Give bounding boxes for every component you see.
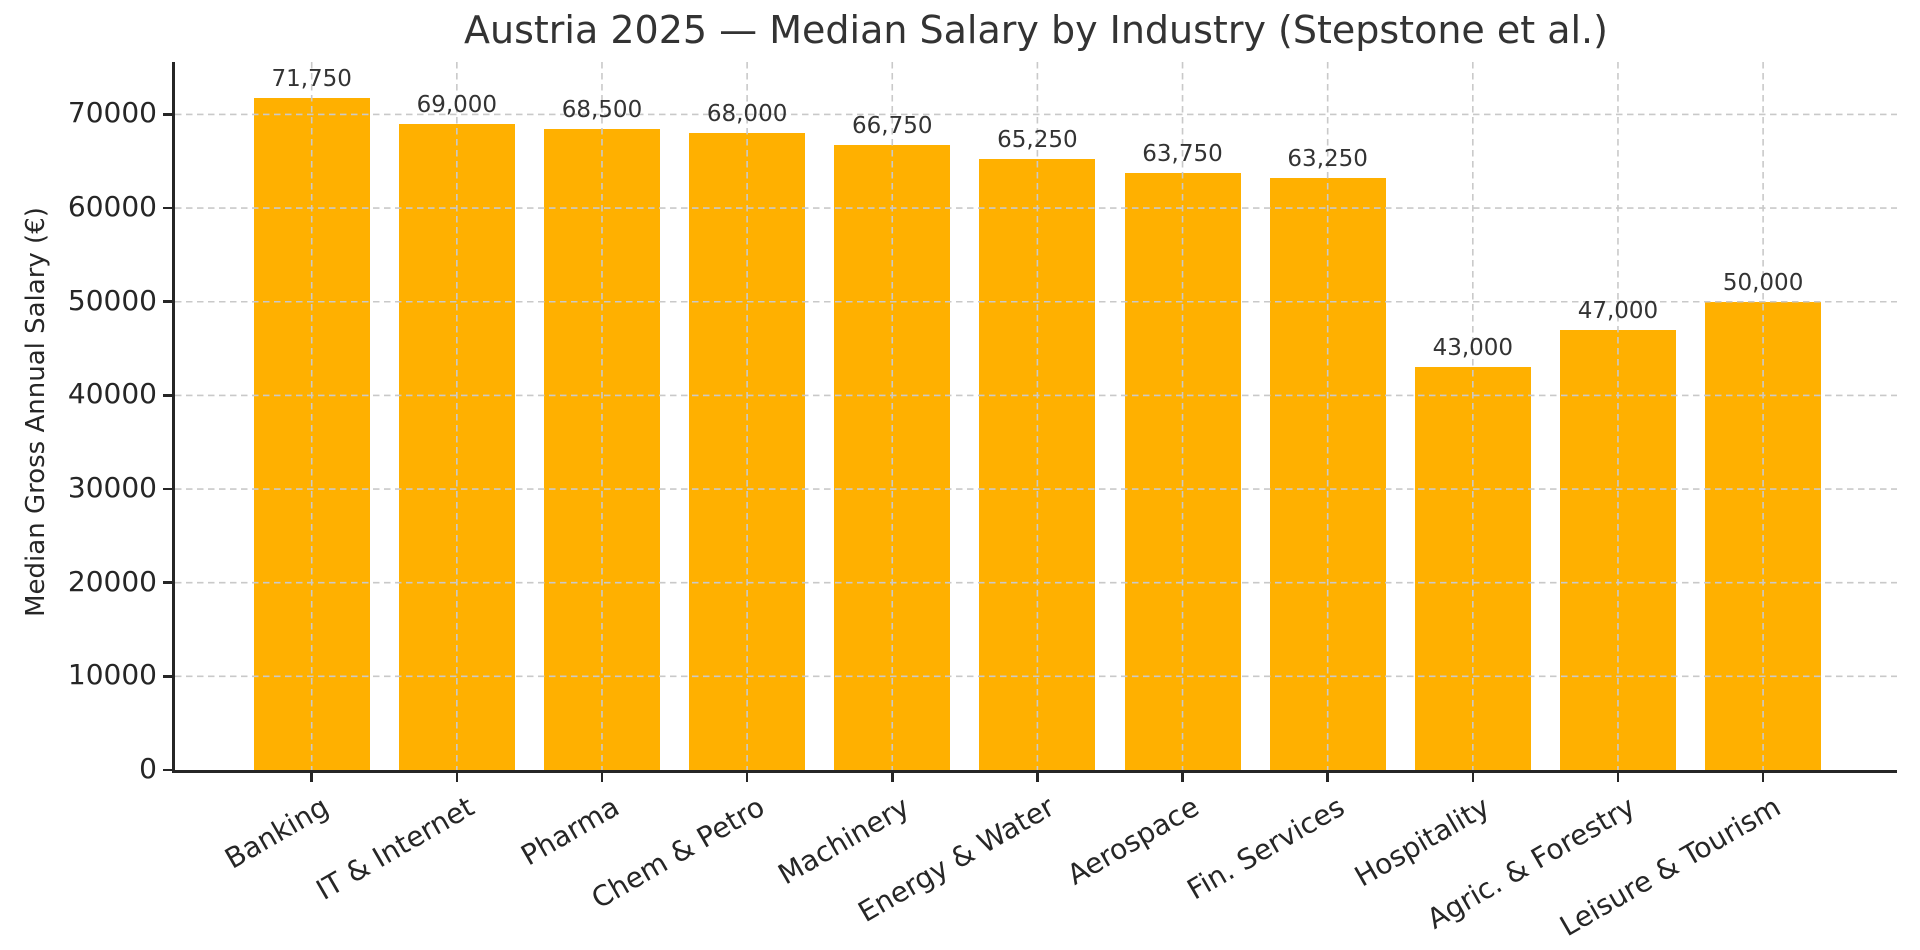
bar-banking <box>253 98 370 770</box>
x-axis-spine <box>172 770 1897 773</box>
bar-it-internet <box>398 123 515 770</box>
bar-value-label: 66,750 <box>852 112 933 139</box>
x-tick-label: IT & Internet <box>310 790 480 907</box>
bar-agric-forestry <box>1559 329 1676 770</box>
x-tick-mark <box>745 773 749 782</box>
bar-value-label: 69,000 <box>416 91 498 118</box>
bar-value-label: 68,000 <box>706 101 788 128</box>
bar-value-label: 47,000 <box>1577 297 1659 324</box>
y-tick-label: 20000 <box>67 564 157 598</box>
y-tick-mark <box>163 206 172 210</box>
bar-hospitality <box>1414 367 1531 770</box>
x-tick-mark <box>455 773 459 782</box>
y-tick-label: 0 <box>139 752 157 785</box>
bar-value-label: 71,750 <box>271 66 352 93</box>
y-tick-label: 30000 <box>67 471 157 505</box>
bar-value-label: 43,000 <box>1432 335 1514 362</box>
y-tick-mark <box>163 675 172 678</box>
bar-aerospace <box>1124 172 1241 770</box>
bar-pharma <box>543 128 660 770</box>
x-tick-mark <box>310 773 313 782</box>
bar-leisure-tourism <box>1705 301 1822 770</box>
y-axis-spine <box>172 62 175 773</box>
y-tick-label: 50000 <box>67 283 157 317</box>
y-tick-mark <box>163 581 172 584</box>
bar-machinery <box>834 144 951 770</box>
x-tick-mark <box>890 773 894 782</box>
y-tick-mark <box>163 487 172 491</box>
y-tick-mark <box>163 300 172 304</box>
x-tick-mark <box>1616 773 1620 782</box>
x-tick-mark <box>1761 773 1765 782</box>
bar-value-label: 63,750 <box>1142 140 1223 167</box>
y-tick-label: 70000 <box>67 96 157 130</box>
bar-chem-petro <box>689 133 806 770</box>
y-tick-mark <box>163 768 172 772</box>
x-tick-mark <box>1036 773 1039 782</box>
bar-value-label: 50,000 <box>1722 269 1804 296</box>
x-tick-label: Pharma <box>515 790 625 873</box>
y-tick-mark <box>163 394 172 397</box>
bar-value-label: 68,500 <box>561 96 643 123</box>
x-tick-label: Banking <box>219 790 335 876</box>
x-tick-label: Fin. Services <box>1181 790 1351 907</box>
y-tick-label: 10000 <box>67 658 157 692</box>
bar-fin-services <box>1269 177 1386 770</box>
bar-value-label: 65,250 <box>997 126 1078 153</box>
x-tick-mark <box>1181 773 1184 782</box>
y-tick-label: 60000 <box>67 190 157 224</box>
x-tick-mark <box>600 773 604 782</box>
plot-area: 71,750 69,000 68,500 68,000 66,750 65,250 63,7… <box>68 62 1897 943</box>
bar-value-label: 63,250 <box>1287 145 1368 172</box>
y-tick-label: 40000 <box>67 377 157 411</box>
chart-title: Austria 2025 — Median Salary by Industry… <box>464 8 1608 52</box>
x-tick-mark <box>1326 773 1329 782</box>
x-tick-mark <box>1471 773 1475 782</box>
bar-energy-water <box>979 158 1096 770</box>
y-tick-mark <box>163 113 172 116</box>
